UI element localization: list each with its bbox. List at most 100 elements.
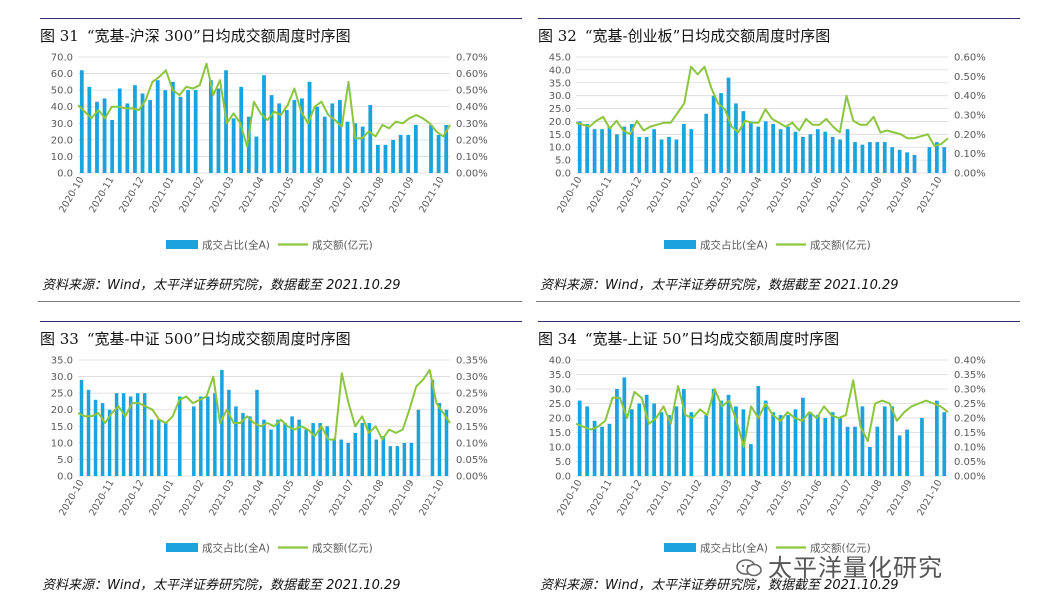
title-text: “宽基-中证 500”日均成交额周度时序图 (86, 330, 351, 348)
x-tick-label: 2021-09 (885, 478, 914, 518)
left-tick-label: 40.0 (549, 65, 571, 76)
bar (436, 134, 441, 173)
bar (346, 442, 350, 476)
series-line (77, 62, 451, 148)
right-tick-label: 0.10% (954, 149, 986, 160)
bar (87, 86, 92, 173)
x-tick-label: 2020-12 (117, 478, 146, 518)
bar (100, 403, 105, 476)
left-tick-label: 25.0 (549, 399, 571, 410)
bar (178, 396, 182, 476)
chart-panel-31: 图 31 “宽基-沪深 300”日均成交额周度时序图 0.0 10.0 20.0 30.… (38, 15, 522, 305)
bar (409, 442, 414, 476)
bar (853, 426, 857, 476)
x-tick-label: 2021-09 (387, 175, 416, 215)
bar (845, 129, 850, 173)
bar (629, 409, 634, 476)
x-tick-label: 2021-07 (327, 478, 356, 518)
right-tick-label: 0.15% (456, 422, 488, 433)
right-tick-label: 0.60% (456, 69, 488, 80)
bar (381, 436, 386, 476)
bar (897, 149, 902, 173)
bar (845, 426, 850, 476)
bar (193, 90, 198, 173)
right-tick-label: 0.20% (954, 130, 986, 141)
x-tick-label: 2021-10 (417, 175, 446, 215)
left-tick-label: 5.0 (555, 156, 571, 167)
figure-label: 图 32 (538, 27, 577, 45)
bar (823, 131, 828, 173)
bar (674, 139, 679, 173)
x-tick-label: 2021-05 (267, 478, 296, 518)
bar (815, 415, 820, 476)
bar (171, 81, 175, 173)
bar (942, 147, 947, 173)
bar (353, 123, 357, 173)
bar (140, 93, 145, 173)
bar (391, 139, 395, 173)
legend-line-label: 成交额(亿元) (810, 542, 871, 555)
figure-label: 图 33 (40, 330, 79, 348)
left-tick-label: 35.0 (549, 370, 571, 381)
left-tick-label: 10.0 (549, 143, 571, 154)
left-tick-label: 10.0 (549, 443, 571, 454)
bar (719, 93, 723, 173)
bar (86, 389, 91, 476)
bar (652, 403, 656, 476)
left-tick-label: 35.0 (549, 78, 571, 89)
bar (322, 116, 327, 173)
bar (786, 126, 790, 173)
bar (178, 96, 183, 173)
x-tick-label: 2021-06 (297, 175, 326, 215)
left-tick-label: 15.0 (549, 130, 571, 141)
bar (927, 147, 932, 173)
legend-bar-swatch (664, 543, 696, 552)
bar (689, 129, 694, 173)
bar (763, 400, 768, 476)
right-tick-label: 0.30% (954, 385, 986, 396)
x-tick-label: 2021-08 (855, 478, 884, 518)
bar (192, 406, 196, 476)
source-note: 资料来源：Wind，太平洋证券研究院，数据截至 2021.10.29 (42, 278, 401, 293)
bar (711, 389, 716, 476)
left-tick-label: 30.0 (51, 119, 73, 130)
x-tick-label: 2021-04 (735, 478, 764, 518)
left-tick-label: 10.0 (51, 438, 73, 449)
bar (416, 409, 421, 476)
bar (771, 124, 776, 173)
bar (406, 134, 411, 173)
bar (622, 126, 627, 173)
x-tick-label: 2021-01 (147, 175, 176, 215)
bar (897, 435, 902, 476)
chart-34-svg: 0.0 5.0 10.0 15.0 20.0 25.0 30.0 35.0 40.0 0.00% 0… (549, 356, 986, 555)
bar (430, 379, 435, 476)
bar (110, 119, 115, 173)
source-note: 资料来源：Wind，太平洋证券研究院，数据截至 2021.10.29 (540, 278, 899, 293)
bar (276, 419, 280, 476)
bar (726, 394, 731, 476)
bar (307, 81, 312, 173)
chart-panel-33: 图 33 “宽基-中证 500”日均成交额周度时序图 0.0 5.0 10.0 15.0… (38, 318, 522, 608)
bar (838, 139, 842, 173)
bar (315, 106, 320, 173)
x-tick-label: 2021-07 (327, 175, 356, 215)
figure-label: 图 31 (40, 27, 79, 45)
legend-bar-swatch (664, 240, 696, 249)
bar (637, 403, 642, 476)
bar (360, 126, 365, 173)
bar (741, 111, 746, 173)
figure-label: 图 34 (538, 330, 577, 348)
bar (600, 426, 604, 476)
legend-bar-swatch (166, 240, 198, 249)
bar (860, 144, 865, 173)
bar (748, 121, 753, 173)
left-tick-label: 40.0 (549, 356, 571, 367)
bar (756, 386, 761, 476)
x-tick-label: 2021-04 (735, 175, 764, 215)
bar (368, 105, 373, 173)
bar (615, 134, 619, 173)
legend-bar-swatch (166, 543, 198, 552)
bar (830, 412, 835, 476)
x-tick-label: 2021-08 (855, 175, 884, 215)
x-tick-label: 2021-02 (675, 478, 704, 518)
